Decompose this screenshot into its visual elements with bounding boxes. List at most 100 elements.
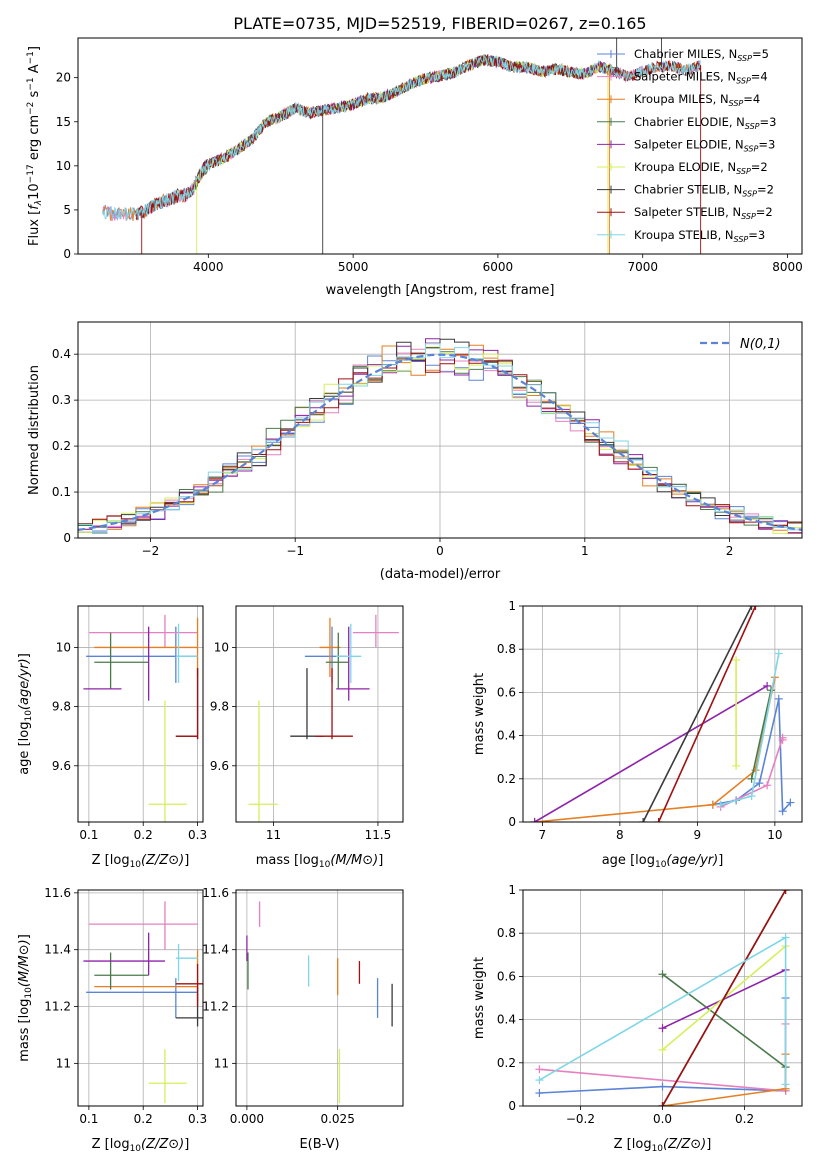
- weight-line-chabrier-elodie: [662, 973, 787, 1068]
- panel-mass_weight_vs_age: 7 8 9 10 0 0.2 0.4 0.6 0.8 1 age [log10(age/yr)] ma…: [472, 599, 803, 870]
- plot-area: [83, 614, 199, 822]
- plot-area: [78, 338, 802, 538]
- panel-mass_vs_EBV: 0.000 0.025 11 11.2 11.4 11.6 E(B-V): [202, 886, 404, 1152]
- legend-label: Salpeter STELIB, NSSP=2: [634, 205, 773, 221]
- axes-frame: 0.000 0.025 11 11.2 11.4 11.6 E(B-V): [202, 886, 404, 1152]
- y-tick-label: 0.8: [497, 926, 516, 940]
- spectrum-line-kroupa-stelib: [102, 55, 701, 221]
- x-tick-label: 0: [436, 544, 444, 558]
- x-tick-label: −2: [142, 544, 160, 558]
- legend-label: Kroupa STELIB, NSSP=3: [634, 228, 765, 244]
- x-axis-label: age [log10(age/yr)]: [602, 853, 724, 870]
- y-tick-label: 11.6: [202, 886, 229, 900]
- x-tick-label: 7: [539, 828, 547, 842]
- y-tick-label: 0: [508, 1099, 516, 1113]
- y-axis-label: Flux [fλ10−17 erg cm−2 s−1 A−1]: [26, 46, 44, 246]
- y-tick-label: 0.2: [52, 439, 71, 453]
- axes-frame: 7 8 9 10 0 0.2 0.4 0.6 0.8 1 age [log10(age/yr)] ma…: [472, 599, 803, 870]
- y-tick-label: 0.4: [497, 1013, 516, 1027]
- panel-mass_vs_Z: 0.1 0.2 0.3 11 11.2 11.4 11.6 Z [log10(Z/Z⊙)] ma…: [17, 886, 207, 1154]
- x-axis-label: wavelength [Angstrom, rest frame]: [326, 283, 555, 298]
- legend-label: Chabrier ELODIE, NSSP=3: [634, 115, 776, 131]
- legend-label: Salpeter MILES, NSSP=4: [634, 70, 768, 86]
- y-tick-label: 15: [56, 115, 71, 129]
- x-tick-label: 0.025: [320, 1112, 354, 1126]
- spectrum-line-chabrier-elodie: [193, 55, 614, 190]
- y-tick-label: 1: [508, 599, 516, 613]
- y-tick-label: 0.4: [497, 729, 516, 743]
- legend-label: Kroupa MILES, NSSP=4: [634, 92, 760, 108]
- axes-frame-rect: [235, 605, 404, 823]
- legend-label: Kroupa ELODIE, NSSP=2: [634, 160, 768, 176]
- normal-curve: [78, 353, 802, 531]
- legend-label: Chabrier MILES, NSSP=5: [634, 47, 769, 63]
- axes-frame-rect: [235, 889, 404, 1107]
- x-tick-label: −0.2: [566, 1112, 595, 1126]
- weight-line-salpeter-stelib: [657, 606, 757, 822]
- legend-label: Salpeter ELODIE, NSSP=3: [634, 137, 775, 153]
- y-tick-label: 11.6: [44, 886, 71, 900]
- y-tick-label: 11.2: [44, 1000, 71, 1014]
- x-axis-label: mass [log10(M/M⊙)]: [256, 853, 384, 870]
- y-tick-label: 11: [214, 1056, 229, 1070]
- x-tick-label: 0.1: [79, 1112, 98, 1126]
- weight-line-salpeter-stelib: [661, 890, 787, 1106]
- axes-frame: 4000 5000 6000 7000 8000 0 5 10 15 20 Chabrier MIL…: [26, 37, 803, 298]
- y-tick-label: 10: [56, 640, 71, 654]
- x-axis-label: (data-model)/error: [380, 567, 501, 582]
- y-tick-label: 20: [56, 71, 71, 85]
- x-tick-label: 0.2: [134, 1112, 153, 1126]
- x-tick-label: −1: [286, 544, 304, 558]
- axes-frame: 0.1 0.2 0.3 9.6 9.8 10 Z [log10(Z/Z⊙)] age [log…: [17, 605, 207, 870]
- y-tick-label: 0: [508, 815, 516, 829]
- plot-area: [83, 901, 203, 1104]
- x-axis-label: E(B-V): [299, 1137, 339, 1152]
- x-axis-label: Z [log10(Z/Z⊙)]: [92, 1137, 190, 1154]
- panel-residuals: −2 −1 0 1 2 0 0.1 0.2 0.3 0.4 N(0,1) (data-model)/e…: [27, 321, 803, 582]
- plot-area: [246, 901, 393, 1104]
- y-axis-label: mass [log10(M/M⊙)]: [17, 934, 34, 1062]
- legend-label: Chabrier STELIB, NSSP=2: [634, 183, 774, 199]
- y-tick-label: 5: [63, 203, 71, 217]
- spectrum-line-kroupa-elodie: [193, 54, 614, 192]
- y-tick-label: 0.8: [497, 642, 516, 656]
- y-tick-label: 9.8: [210, 700, 229, 714]
- panel-age_vs_Z: 0.1 0.2 0.3 9.6 9.8 10 Z [log10(Z/Z⊙)] age [log…: [17, 605, 207, 870]
- plot-area: [530, 606, 795, 822]
- axes-frame-rect: [77, 889, 204, 1107]
- y-axis-label: age [log10(age/yr)]: [17, 653, 34, 775]
- weight-line-kroupa-stelib: [720, 653, 780, 806]
- x-tick-label: 1: [581, 544, 589, 558]
- x-tick-label: 0.3: [188, 828, 207, 842]
- x-axis-label: Z [log10(Z/Z⊙)]: [92, 853, 190, 870]
- axes-frame: −2 −1 0 1 2 0 0.1 0.2 0.3 0.4 N(0,1) (data-model)/e…: [27, 321, 803, 582]
- y-axis-label: mass weight: [472, 673, 487, 755]
- panel-age_vs_mass: 11 11.5 9.6 9.8 10 mass [log10(M/M⊙)]: [210, 605, 404, 870]
- weight-line-kroupa-miles: [662, 1054, 787, 1106]
- y-tick-label: 0: [63, 531, 71, 545]
- histogram-kroupa-stelib: [78, 343, 802, 538]
- figure-title: PLATE=0735, MJD=52519, FIBERID=0267, z=0…: [233, 14, 646, 33]
- x-tick-label: 4000: [193, 260, 224, 274]
- x-tick-label: 0.0: [653, 1112, 672, 1126]
- y-tick-label: 9.6: [52, 759, 71, 773]
- x-tick-label: 8: [616, 828, 624, 842]
- y-tick-label: 1: [508, 883, 516, 897]
- y-axis-label: Normed distribution: [27, 365, 42, 495]
- axes-frame: 11 11.5 9.6 9.8 10 mass [log10(M/M⊙)]: [210, 605, 404, 870]
- axes-frame-rect: [522, 605, 803, 823]
- y-tick-label: 11.4: [202, 943, 229, 957]
- x-tick-label: 0.2: [735, 1112, 754, 1126]
- y-tick-label: 0.1: [52, 485, 71, 499]
- axes-frame-rect: [77, 605, 204, 823]
- plot-area: [102, 38, 702, 254]
- panel-spectrum: 4000 5000 6000 7000 8000 0 5 10 15 20 Chabrier MIL…: [26, 37, 803, 298]
- y-tick-label: 11: [56, 1056, 71, 1070]
- y-tick-label: 10: [56, 159, 71, 173]
- x-tick-label: 11: [266, 828, 281, 842]
- axes-frame: −0.2 0.0 0.2 0 0.2 0.4 0.6 0.8 1 Z [log10(Z/Z⊙)] m…: [472, 883, 803, 1154]
- y-tick-label: 0: [63, 247, 71, 261]
- y-tick-label: 9.6: [210, 759, 229, 773]
- x-tick-label: 2: [726, 544, 734, 558]
